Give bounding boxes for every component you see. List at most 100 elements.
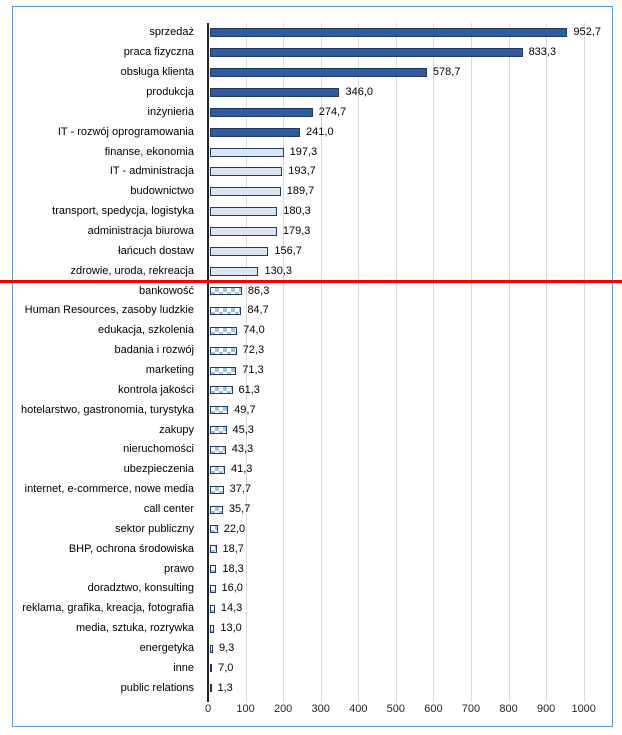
bar-track: 346,0 bbox=[201, 83, 610, 103]
value-label: 72,3 bbox=[242, 344, 265, 357]
bar bbox=[209, 147, 284, 157]
bar-row: obsługa klienta 578,7 bbox=[13, 63, 610, 83]
bar-track: 578,7 bbox=[201, 63, 610, 83]
bar bbox=[209, 684, 212, 693]
category-label: BHP, ochrona środowiska bbox=[68, 542, 194, 555]
value-label: 578,7 bbox=[432, 66, 461, 79]
category-label: marketing bbox=[145, 364, 194, 377]
bar-row: praca fizyczna 833,3 bbox=[13, 43, 610, 63]
value-label: 45,3 bbox=[232, 423, 254, 436]
bar bbox=[209, 525, 218, 534]
bar-row: finanse, ekonomia 197,3 bbox=[13, 142, 610, 162]
category-label: sektor publiczny bbox=[115, 522, 194, 535]
bar bbox=[209, 227, 277, 237]
bar-track: 1,3 bbox=[201, 678, 610, 698]
bar-track: 18,3 bbox=[201, 559, 610, 579]
gridline-700 bbox=[470, 23, 472, 702]
bar bbox=[209, 445, 226, 454]
category-label: inne bbox=[173, 661, 194, 674]
bar-track: 189,7 bbox=[201, 182, 610, 202]
bar bbox=[209, 28, 568, 38]
bar-track: 37,7 bbox=[201, 480, 610, 500]
value-label: 41,3 bbox=[231, 463, 253, 476]
value-label: 193,7 bbox=[288, 165, 316, 178]
bar bbox=[209, 68, 427, 78]
value-label: 274,7 bbox=[318, 105, 347, 118]
bar-track: 7,0 bbox=[201, 659, 610, 679]
bar bbox=[209, 485, 224, 494]
bar bbox=[209, 246, 269, 256]
bar-track: 18,7 bbox=[201, 539, 610, 559]
value-label: 180,3 bbox=[283, 205, 311, 218]
bar-row: sektor publiczny 22,0 bbox=[13, 519, 610, 539]
bar-track: 22,0 bbox=[201, 519, 610, 539]
bar-track: 86,3 bbox=[201, 281, 610, 301]
bar-row: sprzedaż 952,7 bbox=[13, 23, 610, 43]
value-label: 84,7 bbox=[247, 304, 269, 317]
x-tick-label: 600 bbox=[424, 703, 443, 715]
x-tick-label: 200 bbox=[273, 703, 293, 715]
bar-track: 71,3 bbox=[201, 361, 610, 381]
value-label: 14,3 bbox=[220, 602, 243, 615]
bar-row: bankowość 86,3 bbox=[13, 281, 610, 301]
value-label: 13,0 bbox=[220, 622, 242, 635]
bar-row: energetyka 9,3 bbox=[13, 639, 610, 659]
value-label: 18,7 bbox=[222, 542, 244, 555]
category-label: obsługa klienta bbox=[120, 66, 194, 79]
bar-track: 41,3 bbox=[201, 460, 610, 480]
bar-track: 833,3 bbox=[201, 43, 610, 63]
bar-track: 61,3 bbox=[201, 380, 610, 400]
category-label: nieruchomości bbox=[123, 443, 194, 456]
value-label: 61,3 bbox=[238, 383, 260, 396]
x-tick-label: 400 bbox=[349, 703, 368, 715]
category-label: prawo bbox=[164, 562, 194, 575]
bar bbox=[209, 207, 278, 217]
bar-rows: sprzedaż 952,7 praca fizyczna 833,3 obsługa … bbox=[13, 23, 610, 698]
bar-track: 9,3 bbox=[201, 639, 610, 659]
bar-track: 74,0 bbox=[201, 321, 610, 341]
divider-red-line bbox=[0, 280, 622, 283]
bar bbox=[209, 167, 283, 177]
bar-row: BHP, ochrona środowiska 18,7 bbox=[13, 539, 610, 559]
category-label: reklama, grafika, kreacja, fotografia bbox=[22, 602, 194, 615]
category-label: budownictwo bbox=[130, 185, 194, 198]
category-label: transport, spedycja, logistyka bbox=[52, 205, 194, 218]
value-label: 16,0 bbox=[221, 582, 243, 595]
bar-row: Human Resources, zasoby ludzkie 84,7 bbox=[13, 301, 610, 321]
bar bbox=[209, 88, 340, 97]
bar-row: public relations 1,3 bbox=[13, 678, 610, 698]
bar bbox=[209, 287, 242, 296]
bar-track: 193,7 bbox=[201, 162, 610, 182]
value-label: 35,7 bbox=[228, 503, 251, 516]
bar bbox=[209, 346, 237, 355]
bar-row: inżynieria 274,7 bbox=[13, 102, 610, 122]
category-label: edukacja, szkolenia bbox=[97, 324, 194, 337]
bar-track: 84,7 bbox=[201, 301, 610, 321]
bar-track: 72,3 bbox=[201, 341, 610, 361]
bar-track: 14,3 bbox=[201, 599, 610, 619]
bar bbox=[209, 366, 237, 375]
bar-track: 952,7 bbox=[201, 23, 610, 43]
bar bbox=[209, 426, 227, 435]
bar-row: reklama, grafika, kreacja, fotografia 14,… bbox=[13, 599, 610, 619]
bar bbox=[209, 306, 242, 315]
category-label: łańcuch dostaw bbox=[118, 244, 194, 257]
x-tick-label: 100 bbox=[236, 703, 255, 715]
value-label: 952,7 bbox=[573, 26, 601, 39]
bar bbox=[209, 127, 301, 137]
bar-track: 156,7 bbox=[201, 241, 610, 261]
x-tick-label: 700 bbox=[461, 703, 481, 715]
x-tick-label: 500 bbox=[386, 703, 406, 715]
bar bbox=[209, 406, 229, 415]
bar bbox=[209, 644, 213, 653]
category-label: zdrowie, uroda, rekreacja bbox=[70, 264, 194, 277]
bar bbox=[209, 545, 217, 554]
value-label: 833,3 bbox=[528, 46, 557, 59]
value-label: 43,3 bbox=[231, 443, 254, 456]
bar-track: 130,3 bbox=[201, 261, 610, 281]
category-label: produkcja bbox=[146, 86, 194, 98]
bar-track: 180,3 bbox=[201, 202, 610, 222]
bar bbox=[209, 48, 523, 58]
bar bbox=[209, 664, 213, 673]
